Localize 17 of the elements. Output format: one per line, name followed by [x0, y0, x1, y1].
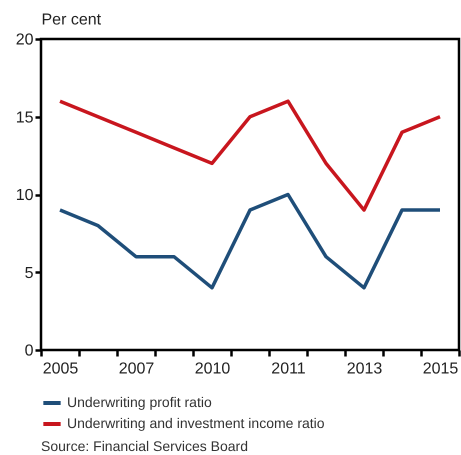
x-tick-label: 2011 [271, 360, 306, 378]
x-tick-label: 2013 [346, 360, 382, 378]
y-tick-label: 5 [24, 264, 34, 282]
legend-label: Underwriting and investment income ratio [67, 415, 325, 431]
x-tick-label: 2010 [194, 360, 230, 378]
line-series [58, 192, 442, 290]
y-tick-label: 0 [24, 342, 34, 360]
legend-label: Underwriting profit ratio [67, 394, 212, 410]
y-axis-title: Per cent [42, 12, 102, 28]
y-tick-label: 20 [16, 32, 34, 48]
y-tick-label: 15 [16, 109, 34, 126]
x-tick-label: 2015 [422, 360, 458, 378]
x-tick-label: 2007 [118, 360, 154, 378]
line-series [58, 99, 442, 212]
x-tick-label: 2005 [42, 360, 78, 378]
source-note: Source: Financial Services Board [41, 438, 248, 454]
y-tick-label: 10 [16, 187, 34, 204]
